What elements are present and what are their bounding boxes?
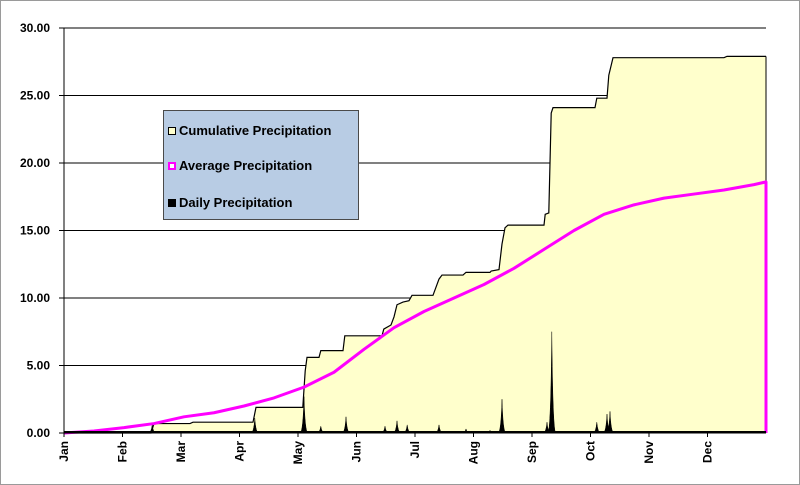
cumulative-fill	[64, 56, 766, 433]
legend-swatch-daily	[168, 198, 176, 207]
x-tick-label: Sep	[525, 441, 539, 463]
y-tick-label: 5.00	[27, 359, 51, 373]
axes	[59, 27, 766, 437]
x-tick-label: Jun	[350, 441, 364, 462]
legend-swatch-cumulative	[168, 126, 176, 135]
legend-label-cumulative: Cumulative Precipitation	[179, 123, 332, 138]
y-tick-label: 25.00	[20, 89, 50, 103]
x-tick-label: May	[291, 441, 305, 465]
average-path	[63, 180, 768, 435]
x-tick-label: Jan	[57, 441, 71, 462]
legend-item-cumulative: Cumulative Precipitation	[168, 123, 331, 138]
x-tick-label: Oct	[584, 441, 598, 461]
legend-label-average: Average Precipitation	[179, 158, 313, 173]
legend-item-average: Average Precipitation	[168, 158, 312, 173]
cumulative-line	[64, 55, 766, 434]
x-tick-label: Jul	[408, 441, 422, 458]
legend-item-daily: Daily Precipitation	[168, 195, 292, 210]
legend-swatch-average	[168, 161, 176, 170]
y-tick-label: 10.00	[20, 291, 50, 305]
daily-spike	[547, 331, 557, 434]
x-tick-label: Dec	[701, 441, 715, 463]
x-tick-labels: Jan Feb Mar Apr May Jun Jul Aug Sep Oct Nov Dec	[57, 441, 715, 465]
x-tick-label: Nov	[642, 441, 656, 464]
x-tick-label: Feb	[116, 441, 130, 462]
y-tick-labels: 0.00 5.00 10.00 15.00 20.00 25.00 30.00	[20, 21, 50, 440]
y-tick-label: 30.00	[20, 21, 50, 35]
legend-label-daily: Daily Precipitation	[179, 195, 293, 210]
average-line	[63, 180, 768, 435]
y-tick-label: 15.00	[20, 224, 50, 238]
legend: Cumulative Precipitation Average Precipi…	[163, 110, 359, 220]
x-tick-label: Aug	[467, 441, 481, 464]
x-tick-label: Mar	[174, 441, 188, 463]
x-tick-label: Apr	[233, 441, 247, 462]
y-tick-label: 20.00	[20, 156, 50, 170]
y-tick-label: 0.00	[27, 426, 51, 440]
